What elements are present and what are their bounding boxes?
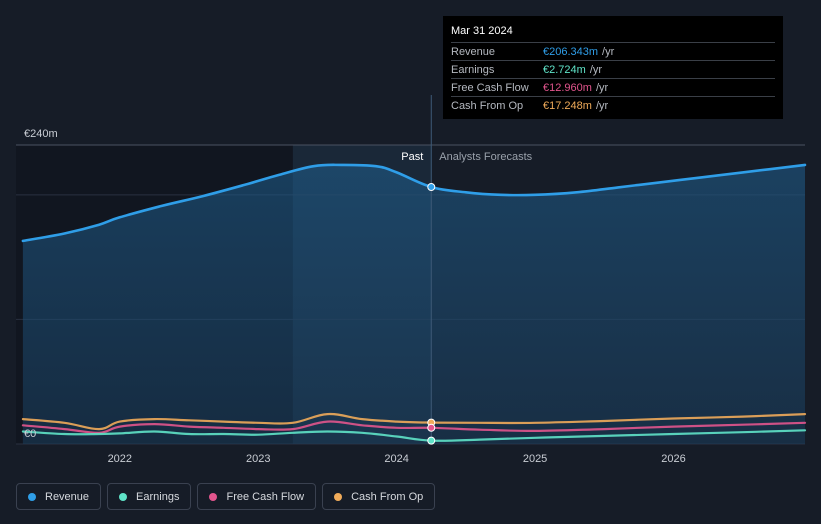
series-line-free-cash-flow <box>21 420 807 434</box>
tooltip-label: Free Cash Flow <box>451 81 529 94</box>
x-tick-label: 2022 <box>108 453 132 465</box>
tooltip-label: Cash From Op <box>451 99 524 112</box>
tooltip-row-earnings: Earnings €2.724m /yr <box>451 60 775 78</box>
tooltip: Mar 31 2024 Revenue €206.343m /yr Earnin… <box>443 16 783 119</box>
legend-label: Cash From Op <box>351 490 424 503</box>
tooltip-label: Earnings <box>451 63 495 76</box>
tooltip-row-revenue: Revenue €206.343m /yr <box>451 42 775 60</box>
y-tick-label: €240m <box>24 128 58 140</box>
legend-label: Earnings <box>136 490 180 503</box>
x-tick-label: 2026 <box>661 453 685 465</box>
tooltip-unit: /yr <box>595 81 609 94</box>
data-point-revenue <box>427 182 436 191</box>
legend-item-earnings[interactable]: Earnings <box>107 483 192 510</box>
tooltip-value: €2.724m <box>543 63 586 76</box>
legend-label: Free Cash Flow <box>226 490 305 503</box>
tooltip-value: €17.248m <box>543 99 592 112</box>
legend-dot-icon <box>209 492 218 501</box>
y-tick-label: €0 <box>24 428 36 440</box>
tooltip-row-free-cash-flow: Free Cash Flow €12.960m /yr <box>451 78 775 96</box>
legend-dot-icon <box>119 492 128 501</box>
legend-dot-icon <box>28 492 36 501</box>
tooltip-value: €206.343m <box>543 45 599 58</box>
past-label: Past <box>401 151 423 163</box>
x-tick-label: 2025 <box>523 453 547 465</box>
data-point-free-cash-flow <box>427 423 436 432</box>
tooltip-row-cash-from-op: Cash From Op €17.248m /yr <box>451 96 775 114</box>
legend-item-cash-from-op[interactable]: Cash From Op <box>322 483 436 510</box>
tooltip-label: Revenue <box>451 45 496 58</box>
x-tick-label: 2023 <box>246 453 270 465</box>
series-line-revenue <box>21 163 807 243</box>
legend-label: Revenue <box>45 490 90 503</box>
forecast-label: Analysts Forecasts <box>439 151 532 163</box>
legend-item-revenue[interactable]: Revenue <box>16 483 102 510</box>
legend: Revenue Earnings Free Cash Flow Cash Fro… <box>16 483 436 510</box>
x-tick-label: 2024 <box>384 453 408 465</box>
tooltip-unit: /yr <box>602 45 615 58</box>
tooltip-unit: /yr <box>595 99 609 112</box>
series-line-cash-from-op <box>21 412 807 431</box>
data-point-earnings <box>427 436 436 445</box>
legend-dot-icon <box>334 492 343 501</box>
series-line-earnings <box>21 429 807 442</box>
tooltip-unit: /yr <box>589 63 603 76</box>
revenue-area <box>22 164 805 444</box>
legend-item-free-cash-flow[interactable]: Free Cash Flow <box>197 483 317 510</box>
tooltip-value: €12.960m <box>543 81 592 94</box>
tooltip-date: Mar 31 2024 <box>451 25 513 37</box>
